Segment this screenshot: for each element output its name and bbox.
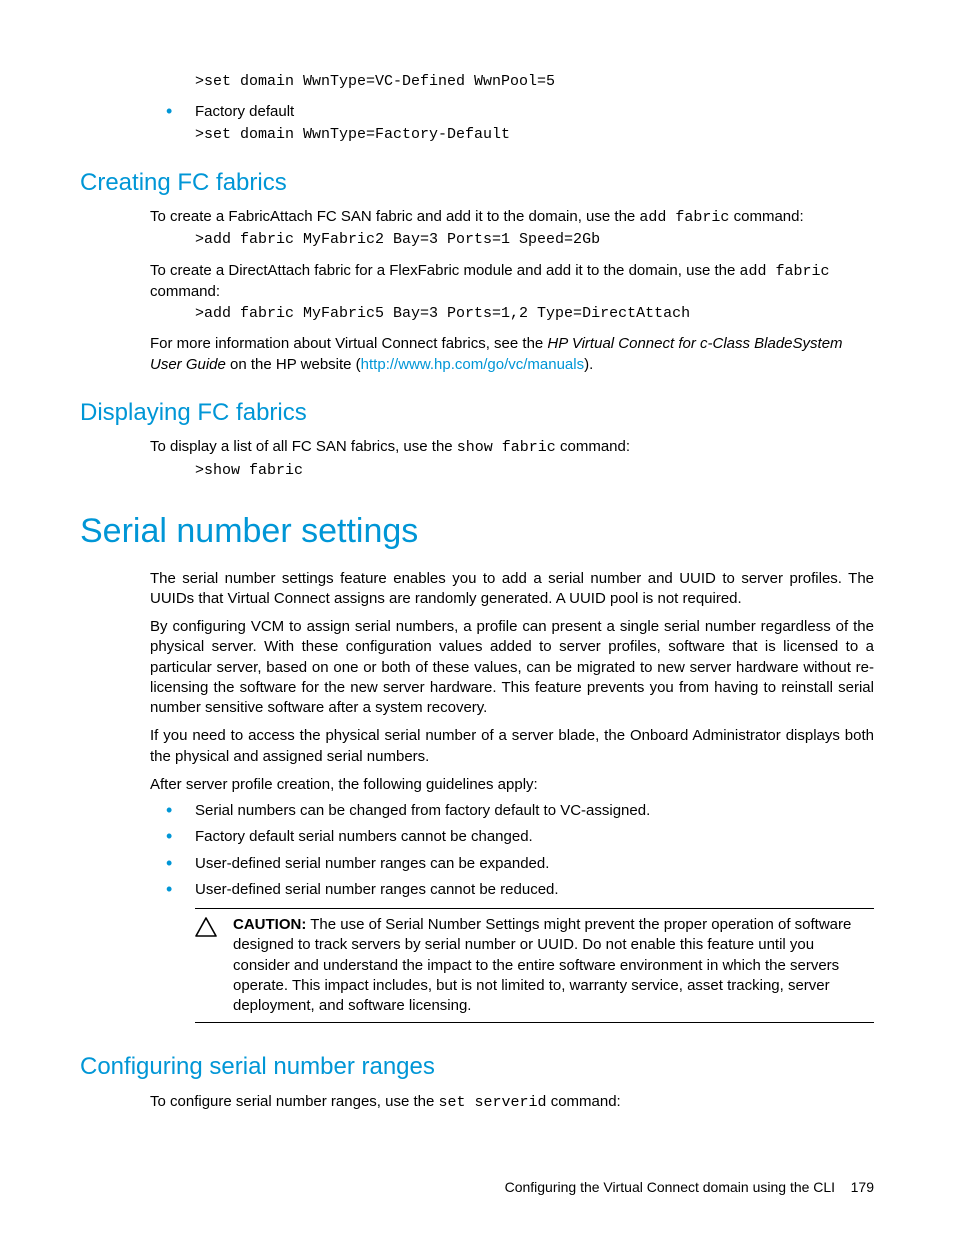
- guidelines-list: Serial numbers can be changed from facto…: [150, 801, 874, 900]
- page-footer: Configuring the Virtual Connect domain u…: [505, 1178, 874, 1197]
- text: command:: [556, 438, 630, 455]
- text: command:: [547, 1093, 621, 1110]
- heading-serial-number-settings: Serial number settings: [80, 509, 874, 555]
- paragraph: The serial number settings feature enabl…: [150, 569, 874, 610]
- paragraph: To create a FabricAttach FC SAN fabric a…: [150, 207, 874, 228]
- text: ).: [584, 356, 593, 373]
- heading-creating-fc-fabrics: Creating FC fabrics: [80, 167, 874, 199]
- text: To create a FabricAttach FC SAN fabric a…: [150, 208, 639, 225]
- bullet-text: Factory default: [195, 103, 294, 120]
- caution-message: The use of Serial Number Settings might …: [233, 916, 851, 1014]
- page-number: 179: [851, 1179, 874, 1195]
- heading-configuring-serial-ranges: Configuring serial number ranges: [80, 1051, 874, 1083]
- bullet-text: User-defined serial number ranges can be…: [195, 855, 549, 872]
- text: To display a list of all FC SAN fabrics,…: [150, 438, 457, 455]
- text: command:: [150, 283, 220, 300]
- footer-text: Configuring the Virtual Connect domain u…: [505, 1179, 836, 1195]
- caution-icon: [195, 915, 225, 1016]
- list-item: Factory default serial numbers cannot be…: [150, 827, 874, 847]
- paragraph: For more information about Virtual Conne…: [150, 334, 874, 375]
- code-line: >add fabric MyFabric2 Bay=3 Ports=1 Spee…: [195, 230, 874, 250]
- list-item: User-defined serial number ranges cannot…: [150, 880, 874, 900]
- list-item: Factory default >set domain WwnType=Fact…: [150, 102, 874, 145]
- caution-label: CAUTION:: [233, 916, 306, 933]
- code-line: >show fabric: [195, 461, 874, 481]
- text: For more information about Virtual Conne…: [150, 335, 547, 352]
- heading-displaying-fc-fabrics: Displaying FC fabrics: [80, 397, 874, 429]
- list-item: User-defined serial number ranges can be…: [150, 854, 874, 874]
- text: To create a DirectAttach fabric for a Fl…: [150, 262, 739, 279]
- bullet-text: Factory default serial numbers cannot be…: [195, 828, 533, 845]
- inline-code: set serverid: [439, 1094, 547, 1111]
- paragraph: To display a list of all FC SAN fabrics,…: [150, 437, 874, 458]
- text: command:: [729, 208, 803, 225]
- text: on the HP website (: [226, 356, 361, 373]
- inline-code: show fabric: [457, 439, 556, 456]
- text: To configure serial number ranges, use t…: [150, 1093, 439, 1110]
- paragraph: To configure serial number ranges, use t…: [150, 1092, 874, 1113]
- caution-callout: CAUTION: The use of Serial Number Settin…: [195, 908, 874, 1023]
- inline-code: add fabric: [739, 263, 829, 280]
- inline-code: add fabric: [639, 209, 729, 226]
- code-line: >set domain WwnType=VC-Defined WwnPool=5: [195, 72, 874, 92]
- bullet-text: Serial numbers can be changed from facto…: [195, 802, 650, 819]
- list-item: Serial numbers can be changed from facto…: [150, 801, 874, 821]
- code-line: >add fabric MyFabric5 Bay=3 Ports=1,2 Ty…: [195, 304, 874, 324]
- caution-body: CAUTION: The use of Serial Number Settin…: [225, 915, 874, 1016]
- bullet-text: User-defined serial number ranges cannot…: [195, 881, 559, 898]
- paragraph: To create a DirectAttach fabric for a Fl…: [150, 261, 874, 303]
- code-line: >set domain WwnType=Factory-Default: [195, 125, 874, 145]
- page-container: >set domain WwnType=VC-Defined WwnPool=5…: [0, 0, 954, 1235]
- bullet-list: Factory default >set domain WwnType=Fact…: [150, 102, 874, 145]
- paragraph: By configuring VCM to assign serial numb…: [150, 617, 874, 718]
- link-hp-manuals[interactable]: http://www.hp.com/go/vc/manuals: [361, 356, 584, 373]
- paragraph: After server profile creation, the follo…: [150, 775, 874, 795]
- paragraph: If you need to access the physical seria…: [150, 726, 874, 767]
